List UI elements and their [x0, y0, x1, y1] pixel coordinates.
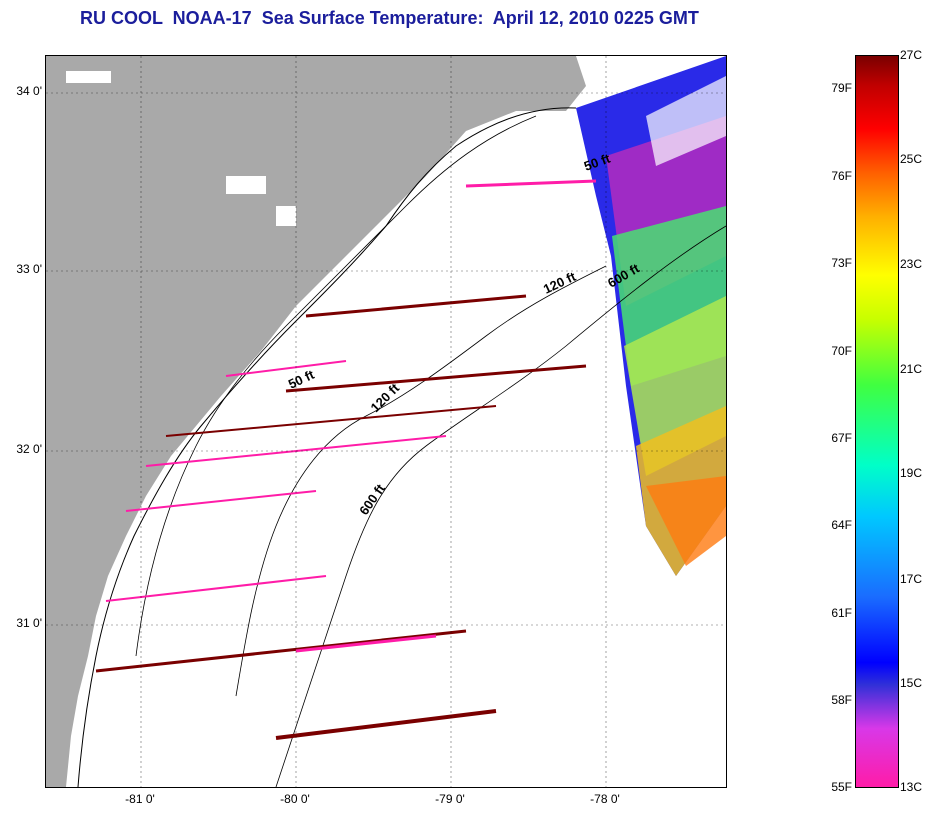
y-tick-label: 34 0' [16, 84, 42, 98]
streak-line [95, 629, 467, 673]
coastline [77, 107, 577, 787]
colorbar-f-label: 79F [831, 81, 852, 95]
map-title: RU COOL NOAA-17 Sea Surface Temperature:… [80, 8, 699, 28]
colorbar-f-label: 61F [831, 606, 852, 620]
streak-line [125, 490, 317, 512]
colorbar-c-label: 17C [900, 572, 923, 586]
map-canvas: 50 ft 120 ft 600 ft 50 ft 120 ft 600 ft [46, 56, 726, 787]
y-tick-label: 32 0' [16, 442, 42, 456]
streak-line [465, 179, 597, 188]
x-tick-label: -81 0' [125, 792, 155, 806]
streak-line [275, 709, 497, 740]
streak-line [225, 360, 347, 377]
colorbar-c-label: 25C [900, 152, 923, 166]
sst-map: 50 ft 120 ft 600 ft 50 ft 120 ft 600 ft [45, 55, 727, 788]
colorbar-f-label: 55F [831, 780, 852, 794]
colorbar-c-label: 21C [900, 362, 923, 376]
streak-line [305, 294, 527, 318]
streak-line [285, 364, 587, 393]
x-tick-label: -80 0' [280, 792, 310, 806]
colorbar-f-label: 70F [831, 344, 852, 358]
land-mass [46, 56, 586, 787]
colorbar-f-label: 73F [831, 256, 852, 270]
contour-label: 120 ft [368, 380, 403, 415]
colorbar-c-label: 23C [900, 257, 923, 271]
streak-line [165, 405, 497, 437]
grid [46, 56, 726, 787]
streak-line [295, 634, 437, 653]
colorbar-c-label: 13C [900, 780, 923, 794]
x-tick-label: -79 0' [435, 792, 465, 806]
contour-120ft [235, 265, 607, 697]
colorbar-f-label: 76F [831, 169, 852, 183]
colorbar-f-label: 64F [831, 518, 852, 532]
contour-label: 120 ft [541, 268, 579, 296]
y-tick-label: 33 0' [16, 262, 42, 276]
contour-600ft [275, 225, 726, 787]
colorbar-f-label: 67F [831, 431, 852, 445]
colorbar-c-label: 27C [900, 48, 923, 62]
colorbar-f-label: 58F [831, 693, 852, 707]
contour-50ft [135, 115, 537, 657]
contour-label: 600 ft [356, 481, 388, 518]
colorbar-c-label: 15C [900, 676, 923, 690]
y-tick-label: 31 0' [16, 616, 42, 630]
x-tick-label: -78 0' [590, 792, 620, 806]
temperature-colorbar [855, 55, 899, 788]
streak-line [105, 575, 327, 602]
colorbar-c-label: 19C [900, 466, 923, 480]
